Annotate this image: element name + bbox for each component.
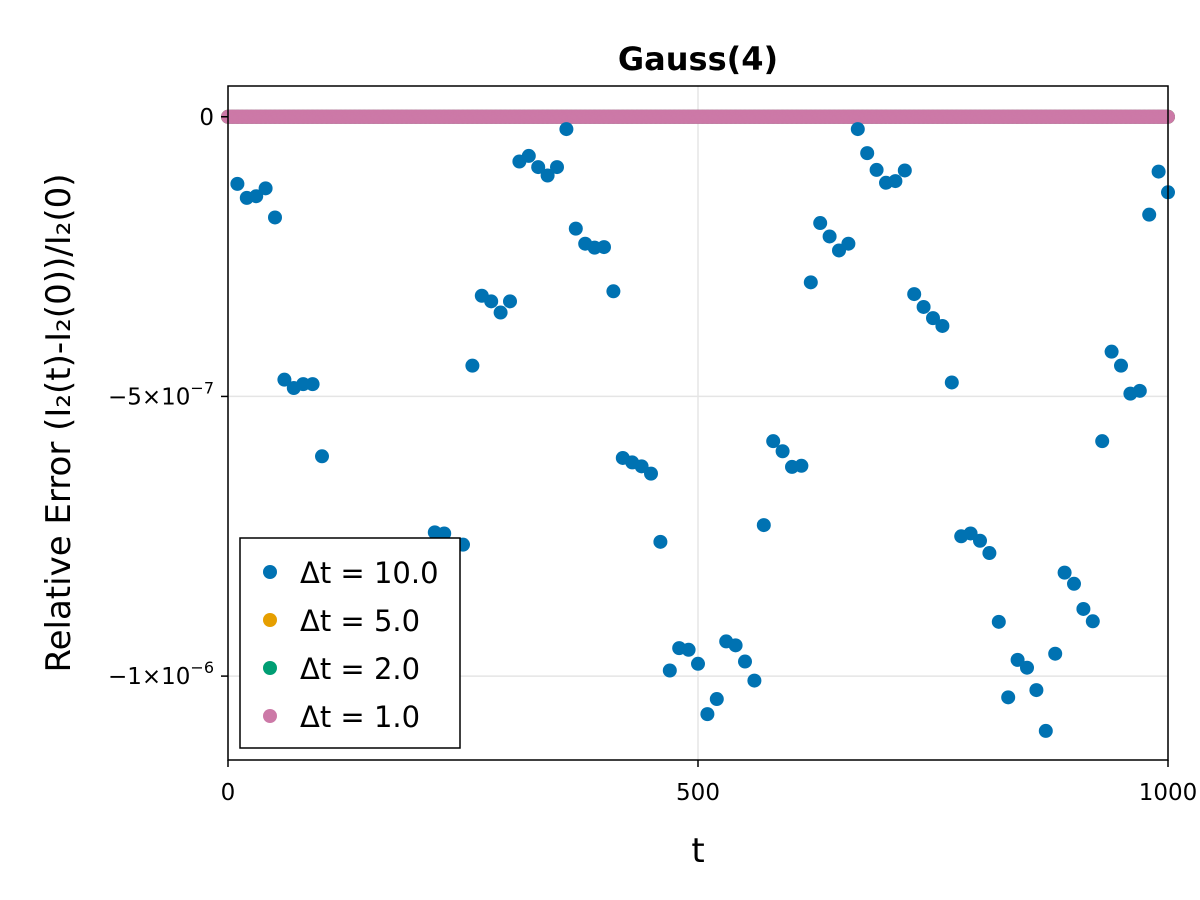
data-point	[681, 642, 696, 657]
y-tick-mantissa: −1×10	[108, 664, 190, 690]
data-point	[766, 434, 781, 449]
data-point	[493, 305, 508, 320]
data-point	[1067, 576, 1081, 591]
data-point	[691, 656, 705, 671]
series-0	[230, 122, 1175, 738]
legend-label: Δt = 10.0	[300, 556, 439, 590]
data-point	[268, 210, 282, 225]
legend-label: Δt = 2.0	[300, 652, 420, 686]
data-point	[559, 122, 574, 137]
data-point	[1142, 207, 1157, 222]
y-tick-exponent: −6	[190, 658, 214, 677]
data-point	[944, 375, 959, 390]
data-point	[1029, 683, 1044, 698]
data-point	[935, 318, 950, 333]
data-point	[747, 673, 762, 688]
axis-ticks: 0 500 1000 0 −5×10−7 −1×10−6	[108, 105, 1197, 806]
data-point	[982, 546, 997, 561]
data-point	[1151, 164, 1166, 179]
legend-marker	[263, 709, 277, 723]
data-point	[869, 162, 884, 177]
data-point	[277, 372, 292, 387]
data-point	[1114, 358, 1128, 373]
data-point	[258, 181, 273, 196]
data-point	[606, 284, 621, 299]
data-point	[540, 168, 555, 183]
data-point	[305, 377, 320, 392]
data-point	[437, 526, 452, 541]
data-points	[221, 109, 1175, 738]
data-point	[822, 229, 837, 244]
data-point	[973, 533, 987, 548]
series-3	[221, 109, 1175, 124]
data-point	[794, 458, 809, 473]
data-point	[813, 216, 828, 231]
x-tick-label: 1000	[1139, 780, 1198, 806]
legend-label: Δt = 1.0	[300, 700, 420, 734]
data-point	[888, 174, 903, 189]
data-point	[315, 449, 329, 464]
data-point	[1095, 434, 1110, 449]
data-point	[531, 160, 546, 175]
data-point	[803, 275, 818, 290]
data-point	[1104, 344, 1119, 359]
data-point	[1038, 723, 1053, 738]
data-point	[230, 176, 245, 191]
data-point	[709, 692, 724, 707]
data-point	[1001, 690, 1016, 705]
y-axis-label: Relative Error (I₂(t)-I₂(0))/I₂(0)	[39, 173, 79, 672]
y-tick-mantissa: −5×10	[108, 384, 190, 410]
data-point	[756, 518, 771, 533]
data-point	[597, 240, 611, 255]
data-point	[897, 163, 912, 178]
data-point	[841, 236, 856, 251]
legend-marker	[263, 613, 277, 627]
data-point	[550, 160, 564, 175]
data-point	[568, 221, 583, 236]
data-point	[484, 294, 499, 309]
data-point	[521, 148, 536, 163]
data-point	[503, 294, 517, 309]
data-point	[653, 534, 668, 549]
y-tick-exponent: −7	[190, 378, 214, 397]
data-point	[1085, 614, 1100, 629]
y-tick-label: −1×10−6	[108, 658, 214, 690]
legend-marker	[263, 565, 277, 579]
data-point	[644, 466, 658, 481]
data-point	[1020, 660, 1034, 675]
data-point	[1057, 565, 1072, 580]
data-point	[1010, 652, 1025, 667]
y-tick-label: 0	[199, 105, 214, 131]
legend: Δt = 10.0 Δt = 5.0 Δt = 2.0 Δt = 1.0	[239, 537, 461, 749]
data-point	[634, 459, 649, 474]
data-point	[662, 663, 677, 678]
y-tick-label: −5×10−7	[108, 378, 214, 410]
data-point	[738, 654, 752, 669]
data-point	[249, 189, 264, 204]
data-point	[700, 707, 715, 722]
chart-title: Gauss(4)	[618, 40, 778, 78]
data-point	[926, 311, 940, 326]
x-tick-label: 500	[676, 780, 720, 806]
data-point	[1076, 601, 1091, 616]
data-point	[728, 638, 743, 653]
data-point	[775, 444, 790, 459]
data-point	[916, 299, 931, 314]
data-point	[991, 614, 1006, 629]
x-axis-label: t	[691, 831, 704, 871]
data-point	[465, 358, 480, 373]
legend-marker	[263, 661, 277, 675]
data-point	[963, 526, 978, 541]
legend-label: Δt = 5.0	[300, 604, 420, 638]
data-point	[860, 146, 875, 161]
data-point	[1048, 646, 1063, 661]
data-point	[850, 122, 865, 137]
data-point	[1132, 383, 1147, 398]
data-point	[907, 287, 922, 302]
x-tick-label: 0	[221, 780, 236, 806]
